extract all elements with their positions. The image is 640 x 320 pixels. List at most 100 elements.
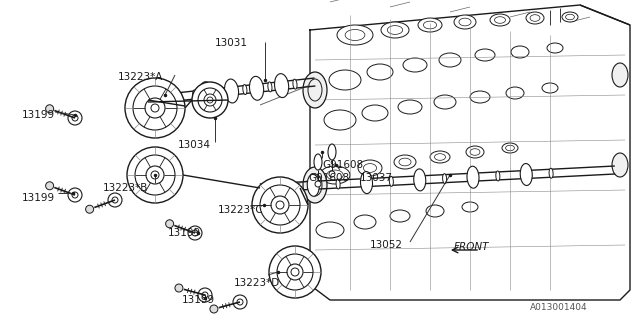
Ellipse shape <box>324 110 356 130</box>
Ellipse shape <box>307 174 319 196</box>
Ellipse shape <box>398 100 422 114</box>
Ellipse shape <box>462 202 478 212</box>
Text: 13031: 13031 <box>215 38 248 48</box>
Text: 13223*D: 13223*D <box>234 278 280 288</box>
Ellipse shape <box>336 179 340 189</box>
Circle shape <box>145 98 165 118</box>
Ellipse shape <box>268 82 272 92</box>
Circle shape <box>127 147 183 203</box>
Circle shape <box>269 246 321 298</box>
Ellipse shape <box>490 14 510 26</box>
Ellipse shape <box>443 174 447 184</box>
Ellipse shape <box>439 53 461 67</box>
Ellipse shape <box>547 43 563 53</box>
Circle shape <box>108 193 122 207</box>
Ellipse shape <box>358 160 382 176</box>
Circle shape <box>68 188 82 202</box>
Ellipse shape <box>434 95 456 109</box>
Text: 13199: 13199 <box>22 193 55 203</box>
Ellipse shape <box>526 12 544 24</box>
Text: 13034: 13034 <box>178 140 211 150</box>
Circle shape <box>192 230 198 236</box>
Ellipse shape <box>418 18 442 32</box>
Ellipse shape <box>320 166 350 184</box>
Ellipse shape <box>286 181 291 192</box>
Ellipse shape <box>413 169 426 191</box>
Circle shape <box>198 288 212 302</box>
Ellipse shape <box>303 167 327 203</box>
Ellipse shape <box>389 176 394 186</box>
Ellipse shape <box>549 168 553 178</box>
Circle shape <box>252 177 308 233</box>
Ellipse shape <box>502 143 518 153</box>
Ellipse shape <box>367 64 393 80</box>
Circle shape <box>68 111 82 125</box>
Ellipse shape <box>390 210 410 222</box>
Ellipse shape <box>360 172 372 194</box>
Text: 13199: 13199 <box>182 295 215 305</box>
Ellipse shape <box>303 72 327 108</box>
Ellipse shape <box>612 63 628 87</box>
Circle shape <box>72 115 78 121</box>
Circle shape <box>72 192 78 198</box>
Ellipse shape <box>293 79 297 89</box>
Ellipse shape <box>381 22 409 38</box>
Ellipse shape <box>354 215 376 229</box>
Text: A013001404: A013001404 <box>530 303 588 312</box>
Ellipse shape <box>430 151 450 163</box>
Circle shape <box>146 166 164 184</box>
Circle shape <box>287 264 303 280</box>
Circle shape <box>45 182 54 190</box>
Circle shape <box>151 104 159 112</box>
Ellipse shape <box>506 87 524 99</box>
Ellipse shape <box>426 205 444 217</box>
Circle shape <box>125 78 185 138</box>
Circle shape <box>237 299 243 305</box>
Text: 13037: 13037 <box>360 173 393 183</box>
Circle shape <box>45 105 54 113</box>
Circle shape <box>175 284 183 292</box>
Ellipse shape <box>243 84 247 94</box>
Ellipse shape <box>218 87 222 97</box>
Text: 13199: 13199 <box>22 110 55 120</box>
Ellipse shape <box>520 164 532 186</box>
Text: 13223*A: 13223*A <box>118 72 163 82</box>
Ellipse shape <box>329 70 361 90</box>
Ellipse shape <box>314 154 322 170</box>
Ellipse shape <box>454 15 476 29</box>
Circle shape <box>207 97 213 103</box>
Text: G91608: G91608 <box>322 160 363 170</box>
Ellipse shape <box>470 91 490 103</box>
Circle shape <box>271 196 289 214</box>
Ellipse shape <box>225 79 239 103</box>
Ellipse shape <box>200 82 214 106</box>
Text: G91608: G91608 <box>308 173 349 183</box>
Ellipse shape <box>475 49 495 61</box>
Circle shape <box>315 181 321 187</box>
Circle shape <box>210 305 218 313</box>
Ellipse shape <box>193 90 197 100</box>
Ellipse shape <box>496 171 500 181</box>
Ellipse shape <box>542 83 558 93</box>
Text: 13052: 13052 <box>370 240 403 250</box>
Text: 13223*C: 13223*C <box>218 205 264 215</box>
Ellipse shape <box>316 222 344 238</box>
Text: 13199: 13199 <box>168 228 201 238</box>
Text: 13223*B: 13223*B <box>103 183 148 193</box>
Text: FRONT: FRONT <box>454 242 490 252</box>
Circle shape <box>151 171 159 179</box>
Ellipse shape <box>275 74 289 98</box>
Ellipse shape <box>337 25 373 45</box>
Ellipse shape <box>362 105 388 121</box>
Ellipse shape <box>511 46 529 58</box>
Ellipse shape <box>562 12 578 22</box>
Ellipse shape <box>466 146 484 158</box>
Ellipse shape <box>250 76 264 100</box>
Circle shape <box>233 295 247 309</box>
Circle shape <box>291 268 299 276</box>
Ellipse shape <box>467 166 479 188</box>
Circle shape <box>192 82 228 118</box>
Circle shape <box>329 171 335 177</box>
Circle shape <box>276 201 284 209</box>
Ellipse shape <box>328 144 336 160</box>
